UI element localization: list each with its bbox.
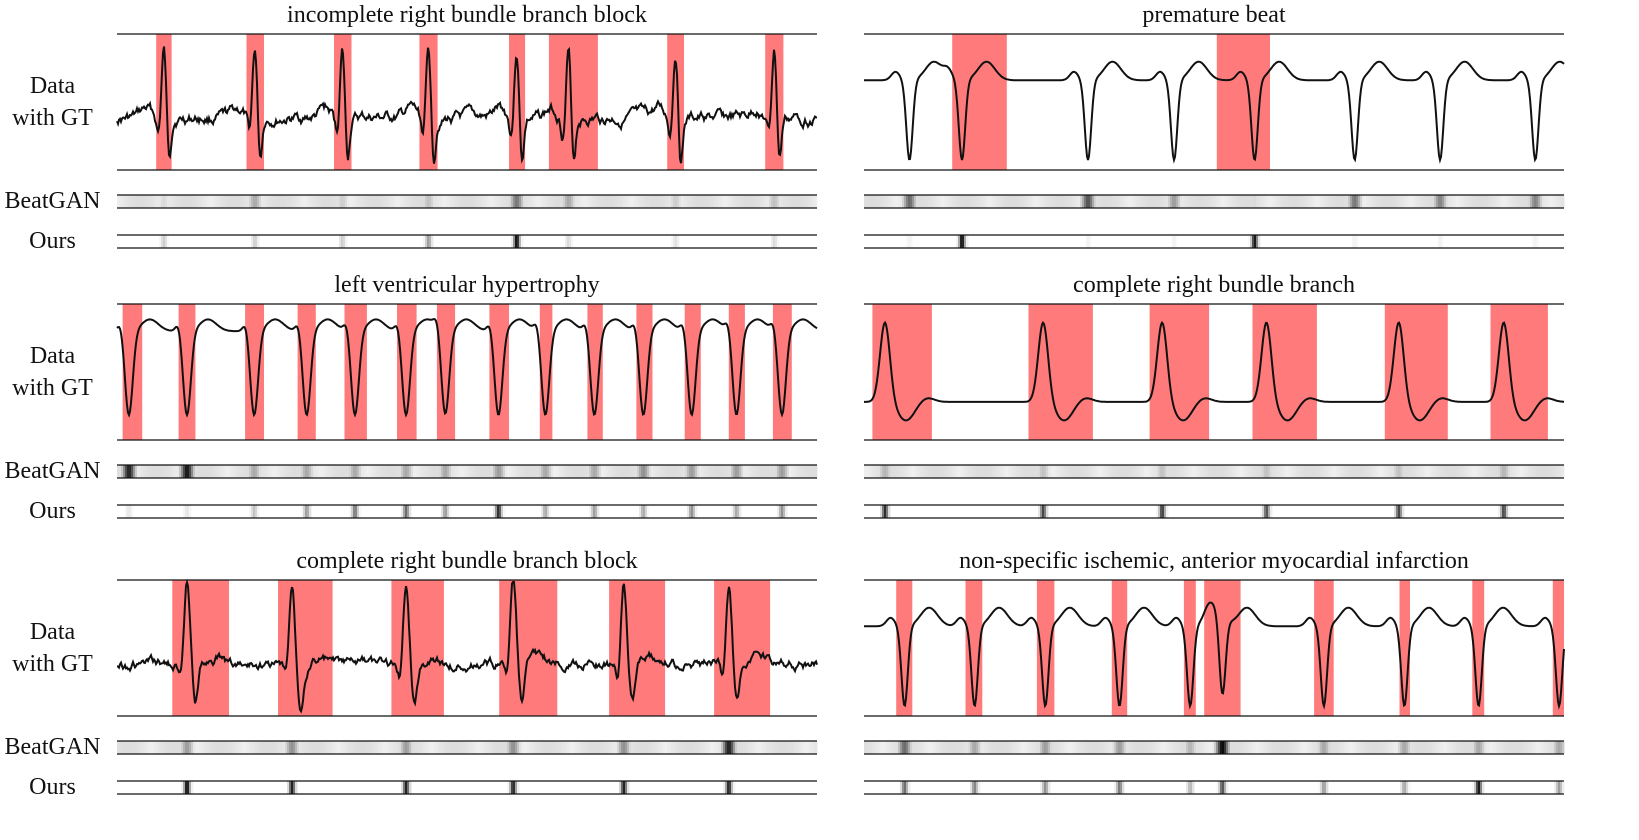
gt-anomaly-region [772,304,792,440]
row-label-beatgan: BeatGAN [4,188,101,214]
gt-anomaly-region [728,304,745,440]
row-label-line: Data [29,619,76,645]
ours-score-strip [117,504,817,519]
ecg-signal [864,60,1565,164]
ours-score-strip [864,780,1565,795]
gt-anomaly-region [397,304,417,440]
beatgan-score-strip [117,194,818,209]
ecg-panel [116,33,818,249]
ours-score-strip [864,504,1564,519]
gt-anomaly-region [344,304,367,440]
panel-title: complete right bundle branch [1073,272,1355,298]
gt-anomaly-region [952,34,1007,170]
ecg-signal [116,317,818,418]
gt-anomaly-region [178,304,196,440]
panel-title: complete right bundle branch block [296,548,638,574]
gt-anomaly-region [1204,580,1241,716]
gt-anomaly-region [489,304,509,440]
panel-title: incomplete right bundle branch block [287,2,647,28]
row-label-ours: Ours [29,774,76,800]
gt-anomaly-region [1036,580,1055,716]
row-label-beatgan: BeatGAN [4,734,101,760]
ecg-signal [116,46,818,164]
gt-anomaly-region [1252,304,1317,440]
gt-anomaly-region [1552,580,1564,716]
ours-score-strip [117,780,817,795]
panel-title: premature beat [1142,2,1286,28]
gt-anomaly-region [1490,304,1548,440]
gt-anomaly-region [172,580,229,716]
beatgan-score-strip [864,194,1565,209]
row-label-data-with-gt: Data with GT [0,616,105,680]
gt-anomaly-region [587,304,603,440]
ecg-signal [864,601,1565,710]
row-label-line: Data [29,73,76,99]
gt-anomaly-region [1472,580,1485,716]
gt-anomaly-region [122,304,143,440]
gt-anomaly-region [896,580,913,716]
panel-title: non-specific ischemic, anterior myocardi… [959,548,1469,574]
row-label-beatgan: BeatGAN [4,458,101,484]
gt-anomaly-region [436,304,456,440]
ours-score-strip [117,234,817,249]
panel-title: left ventricular hypertrophy [334,272,600,298]
row-label-data-with-gt: Data with GT [0,340,105,404]
beatgan-score-strip [864,740,1565,755]
row-label-line: with GT [12,375,93,401]
gt-anomaly-region [714,580,771,716]
gt-anomaly-region [1314,580,1334,716]
ecg-signal [116,578,818,714]
gt-anomaly-region [278,580,333,716]
gt-anomaly-region [297,304,316,440]
beatgan-score-strip [864,464,1565,479]
row-label-data-with-gt: Data with GT [0,70,105,134]
ecg-panel [116,303,818,519]
gt-anomaly-region [609,580,666,716]
gt-anomaly-region [684,304,701,440]
gt-anomaly-region [391,580,444,716]
row-label-line: with GT [12,105,93,131]
beatgan-score-strip [117,464,818,479]
ecg-signal [864,320,1565,422]
ecg-panel [864,303,1565,519]
ecg-panel [116,578,818,795]
row-label-ours: Ours [29,228,76,254]
ecg-panel [864,33,1565,249]
gt-anomaly-region [1216,34,1270,170]
gt-anomaly-region [1111,580,1128,716]
gt-anomaly-region [1028,304,1093,440]
gt-anomaly-region [1399,580,1410,716]
ecg-panel [864,579,1565,795]
gt-anomaly-region [245,304,264,440]
row-label-line: with GT [12,651,93,677]
beatgan-score-strip [117,740,818,755]
row-label-line: Data [29,343,76,369]
ours-score-strip [864,234,1564,249]
gt-anomaly-region [636,304,653,440]
row-label-ours: Ours [29,498,76,524]
gt-anomaly-region [1183,580,1196,716]
